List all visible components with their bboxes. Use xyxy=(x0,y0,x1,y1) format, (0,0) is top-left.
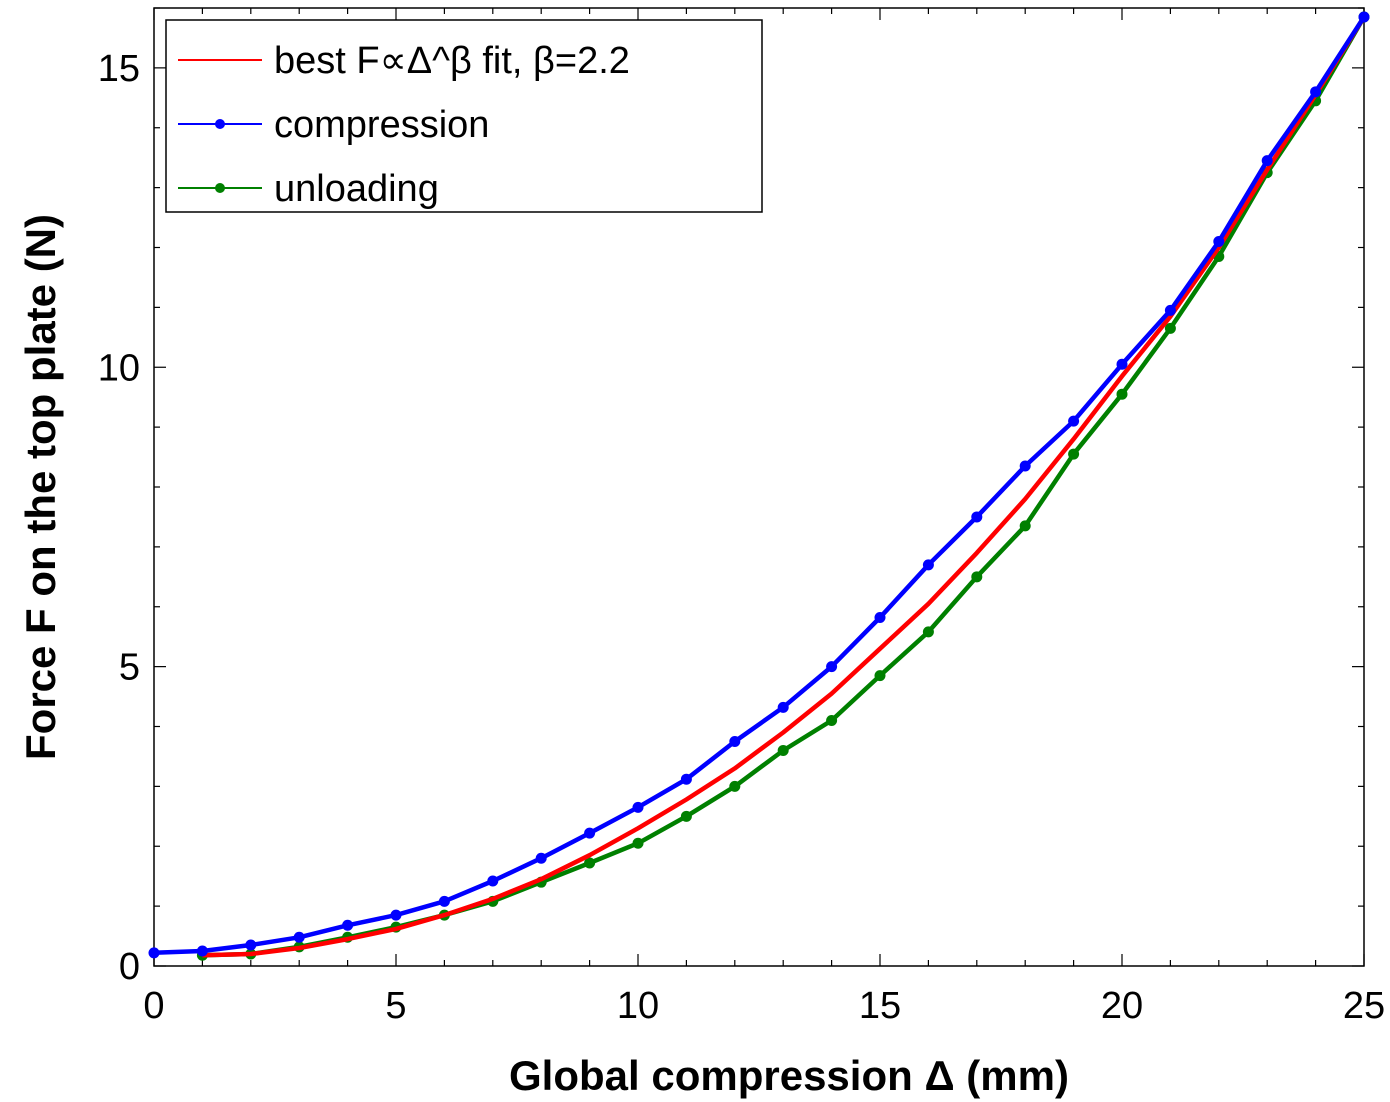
series-1 xyxy=(202,15,1366,958)
x-tick-label: 20 xyxy=(1101,985,1143,1027)
x-tick-label: 5 xyxy=(385,985,406,1027)
data-point xyxy=(729,735,741,747)
data-point xyxy=(922,626,934,638)
data-point xyxy=(1019,520,1031,532)
data-point xyxy=(390,909,402,921)
series-layer xyxy=(148,11,1370,961)
x-tick-label: 0 xyxy=(143,985,164,1027)
data-point xyxy=(777,701,789,713)
data-point xyxy=(680,773,692,785)
legend-label: best F∝Δ^β fit, β=2.2 xyxy=(274,40,630,82)
data-point xyxy=(196,945,208,957)
data-point xyxy=(1358,11,1370,23)
y-tick-label: 10 xyxy=(98,347,140,389)
x-tick-label: 15 xyxy=(859,985,901,1027)
data-point xyxy=(438,895,450,907)
x-tick-label: 10 xyxy=(617,985,659,1027)
y-axis-title: Force F on the top plate (N) xyxy=(17,214,64,760)
data-point xyxy=(1116,388,1128,400)
data-point xyxy=(971,571,983,583)
data-point xyxy=(729,780,741,792)
data-point xyxy=(1068,448,1080,460)
data-point xyxy=(584,857,596,869)
x-axis-title: Global compression Δ (mm) xyxy=(509,1052,1069,1099)
data-point xyxy=(874,670,886,682)
data-point xyxy=(826,715,838,727)
series-line xyxy=(153,15,1366,956)
series-2 xyxy=(148,11,1370,959)
data-point xyxy=(777,744,789,756)
legend-marker xyxy=(215,119,225,129)
legend: best F∝Δ^β fit, β=2.2 compression unloadin… xyxy=(165,19,763,213)
data-point xyxy=(1068,415,1080,427)
series-line xyxy=(202,15,1366,958)
data-point xyxy=(1164,322,1176,334)
data-point xyxy=(680,810,692,822)
data-point xyxy=(342,919,354,931)
x-axis-ticks: 0 5 10 15 20 25 xyxy=(143,8,1385,1027)
data-point xyxy=(535,852,547,864)
y-tick-label: 5 xyxy=(119,647,140,689)
data-point xyxy=(922,559,934,571)
legend-marker xyxy=(215,183,225,193)
data-point xyxy=(632,801,644,813)
x-tick-label: 25 xyxy=(1343,985,1385,1027)
data-point xyxy=(245,939,257,951)
data-point xyxy=(1116,358,1128,370)
data-point xyxy=(1213,236,1225,248)
data-point xyxy=(293,931,305,943)
legend-label: unloading xyxy=(274,168,439,210)
data-point xyxy=(584,827,596,839)
data-point xyxy=(971,511,983,523)
y-tick-label: 0 xyxy=(119,946,140,988)
data-point xyxy=(148,947,160,959)
legend-label: compression xyxy=(274,104,489,146)
data-point xyxy=(1019,460,1031,472)
data-point xyxy=(1261,155,1273,167)
data-point xyxy=(826,661,838,673)
data-point xyxy=(874,612,886,624)
y-axis-ticks: 0 5 10 15 xyxy=(98,7,1364,988)
data-point xyxy=(487,875,499,887)
data-point xyxy=(1310,86,1322,98)
data-point xyxy=(632,837,644,849)
y-tick-label: 15 xyxy=(98,48,140,90)
data-point xyxy=(1164,304,1176,316)
legend-box xyxy=(165,19,763,213)
